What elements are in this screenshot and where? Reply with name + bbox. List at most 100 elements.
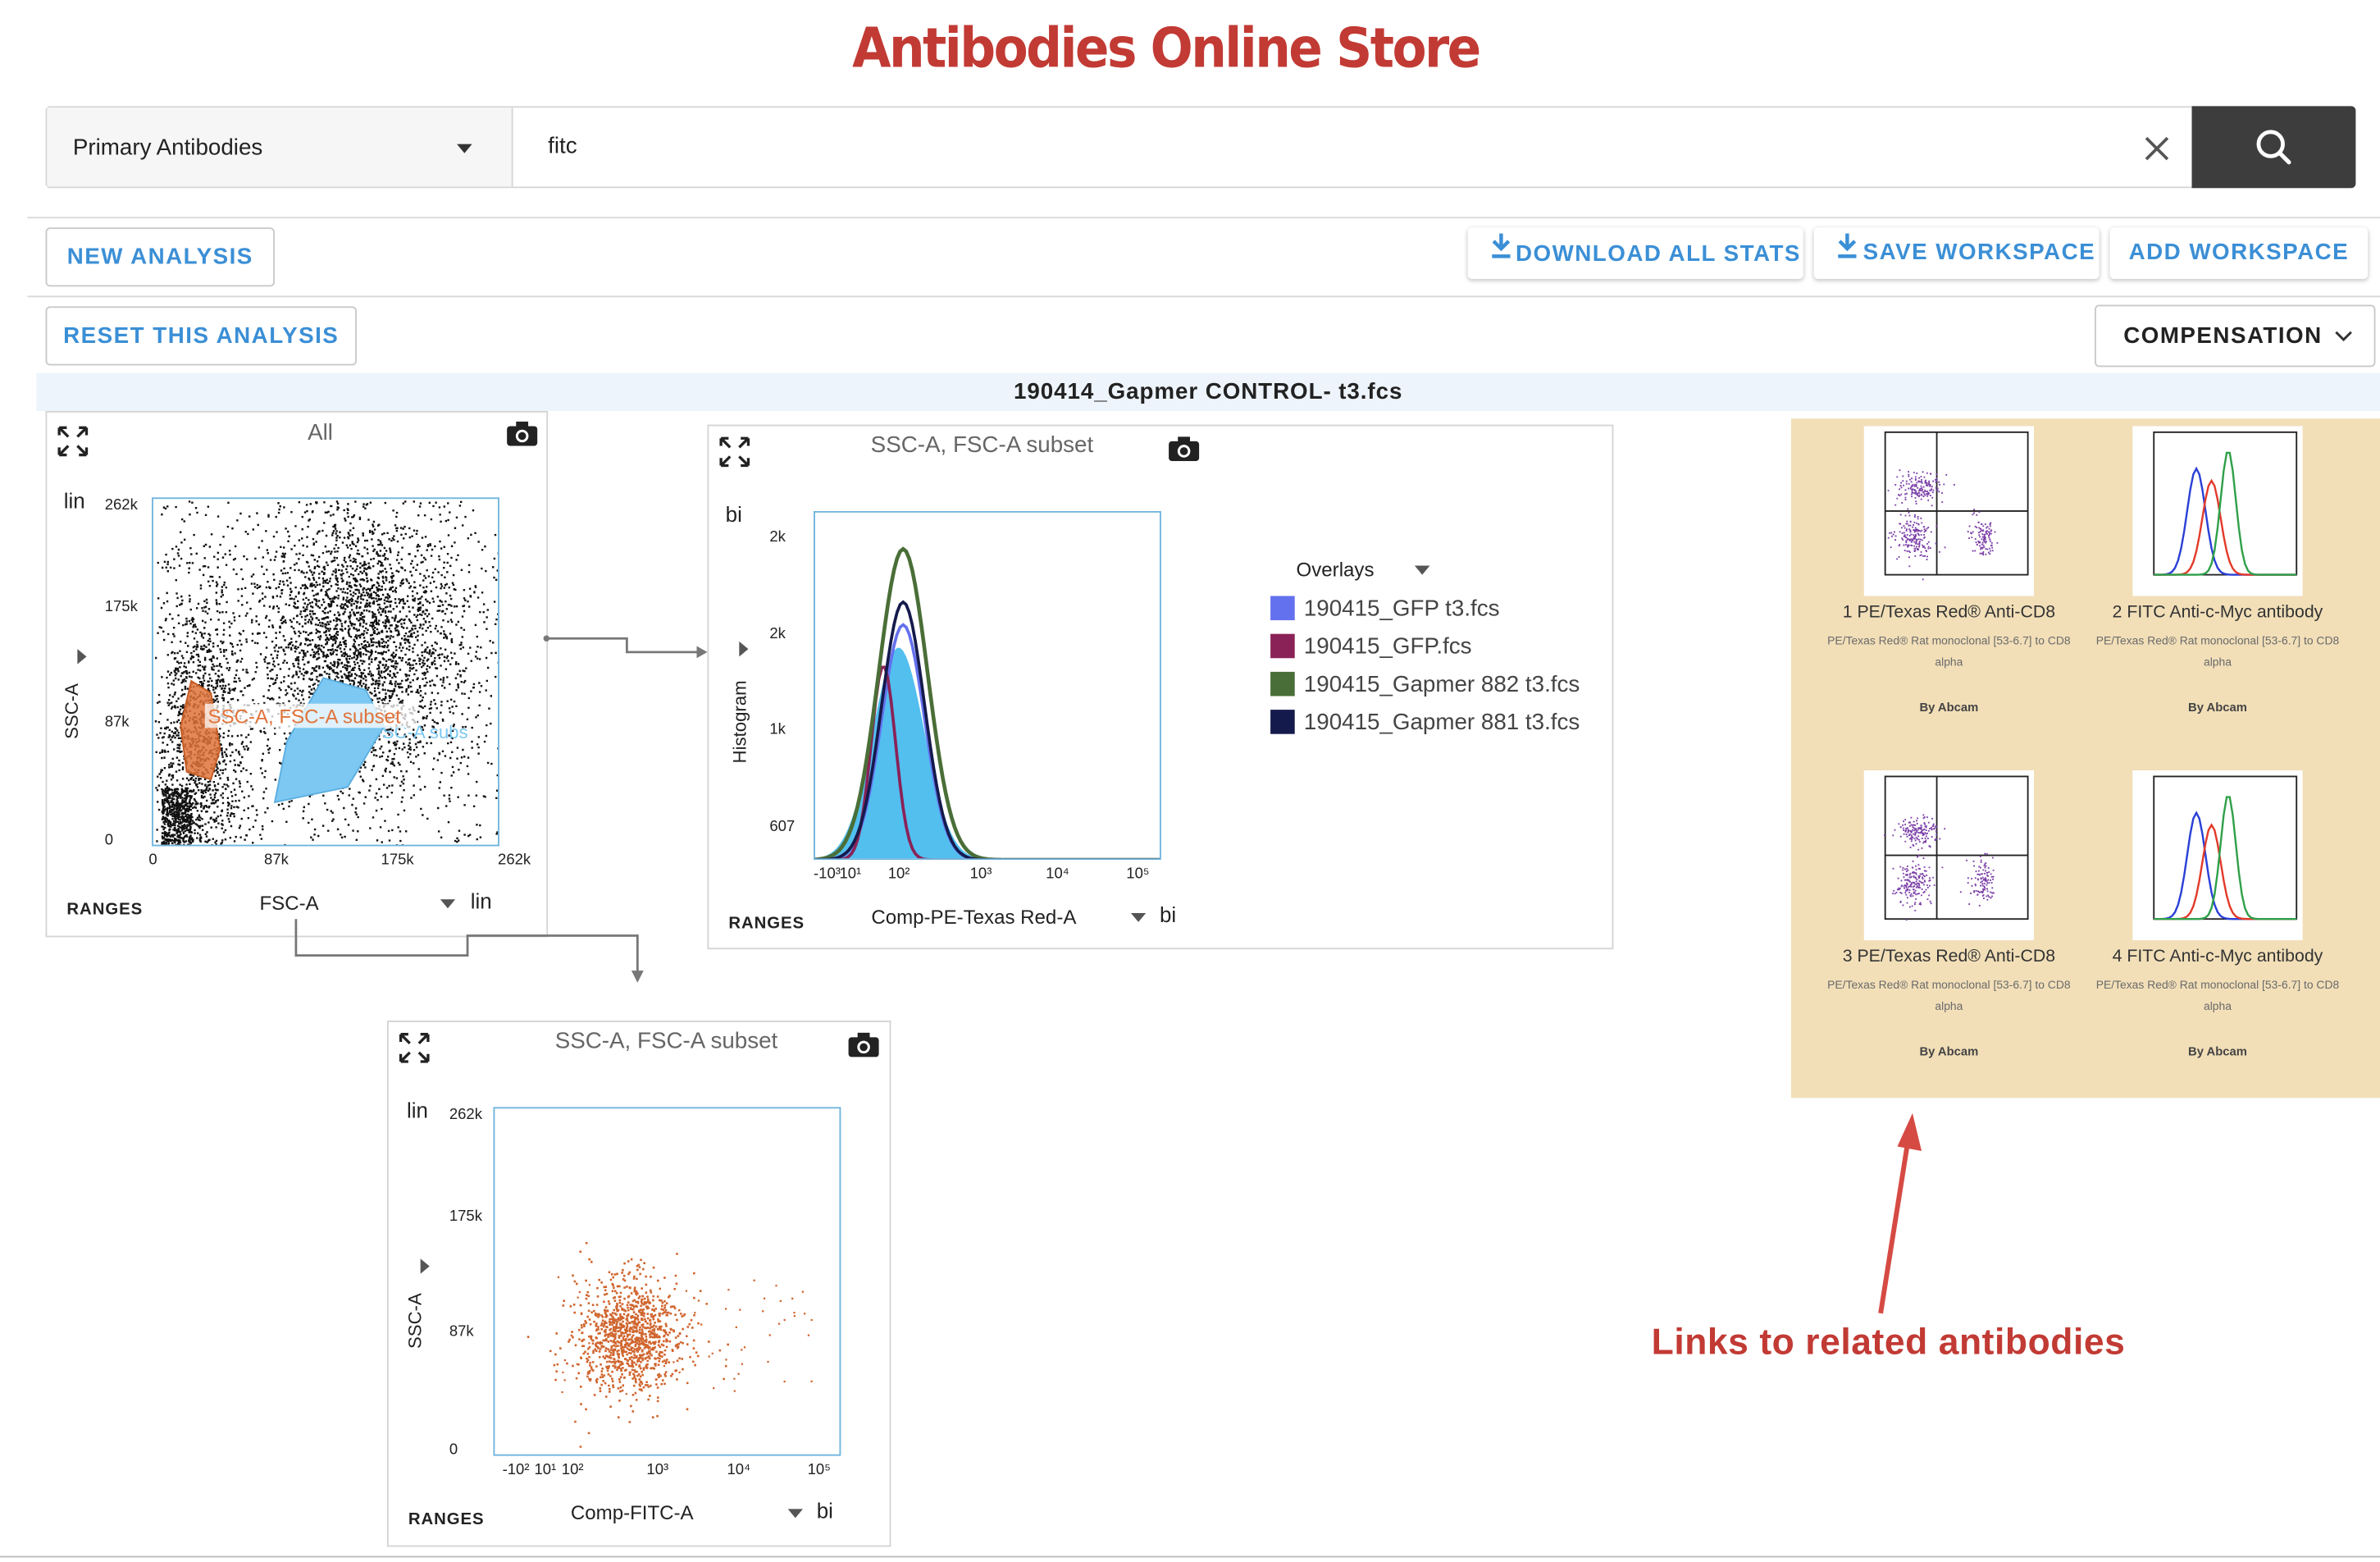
connector-arrow	[294, 919, 644, 983]
related-antibody-card[interactable]: 2 FITC Anti-c-Myc antibody PE/Texas Red® …	[2081, 426, 2354, 751]
plot-panel-all: All lin 262k 175k 87k 0 SSC-A SSC-A, FSC…	[45, 410, 549, 938]
save-workspace-button[interactable]: SAVE WORKSPACE	[1813, 227, 2100, 280]
related-antibody-vendor: By Abcam	[1919, 1044, 1979, 1059]
overlay-legend-item[interactable]: 190415_GFP t3.fcs	[1270, 596, 1620, 623]
y-scale-label[interactable]: lin	[407, 1098, 428, 1122]
y-axis-label: SSC-A	[61, 683, 83, 739]
camera-icon[interactable]	[847, 1031, 881, 1058]
related-antibody-name[interactable]: 4 FITC Anti-c-Myc antibody	[2112, 948, 2323, 966]
caret-down-icon[interactable]	[787, 1509, 804, 1519]
plot-panel-histogram: SSC-A, FSC-A subset bi 2k 2k 1k 607 Hist…	[707, 424, 1614, 950]
legend-swatch	[1270, 710, 1295, 734]
new-analysis-button[interactable]: NEW ANALYSIS	[45, 227, 275, 287]
caret-right-icon[interactable]	[76, 649, 89, 665]
caret-down-icon	[457, 144, 472, 153]
category-select-value: Primary Antibodies	[72, 135, 263, 161]
y-tick: 87k	[449, 1323, 474, 1341]
x-scale-label[interactable]: bi	[1159, 902, 1177, 927]
x-scale-label[interactable]: bi	[816, 1498, 833, 1523]
overlay-legend-item[interactable]: 190415_Gapmer 881 t3.fcs	[1270, 710, 1620, 737]
ranges-button[interactable]: RANGES	[408, 1510, 485, 1529]
related-antibody-vendor: By Abcam	[2188, 701, 2247, 715]
related-antibody-name[interactable]: 2 FITC Anti-c-Myc antibody	[2112, 603, 2323, 622]
plot-title: SSC-A, FSC-A subset	[870, 432, 1094, 459]
y-tick: 175k	[449, 1208, 482, 1226]
y-tick: 2k	[769, 529, 786, 546]
overlays-select[interactable]: Overlays	[1296, 556, 1430, 583]
download-all-stats-button[interactable]: DOWNLOAD ALL STATS	[1467, 227, 1803, 280]
gate-label-bg	[204, 703, 417, 728]
y-tick: 262k	[449, 1107, 482, 1124]
camera-icon[interactable]	[1167, 436, 1201, 463]
download-icon	[1838, 233, 1857, 258]
x-tick: 10³	[646, 1461, 669, 1479]
compensation-select[interactable]: COMPENSATION	[2095, 304, 2376, 368]
clear-icon[interactable]	[2143, 135, 2170, 162]
plot-panel-fitc: SSC-A, FSC-A subset lin 262k 175k 87k 0 …	[386, 1021, 891, 1547]
y-axis-label: SSC-A	[404, 1293, 426, 1349]
caret-down-icon[interactable]	[440, 899, 456, 910]
related-antibody-card[interactable]: 4 FITC Anti-c-Myc antibody PE/Texas Red® …	[2081, 770, 2354, 1096]
camera-icon[interactable]	[505, 420, 539, 447]
search-bar: Primary Antibodies fitc	[45, 106, 2356, 189]
related-antibody-name[interactable]: 1 PE/Texas Red® Anti-CD8	[1842, 603, 2056, 622]
overlay-legend-item[interactable]: 190415_Gapmer 882 t3.fcs	[1270, 671, 1620, 699]
x-axis-label[interactable]: Comp-FITC-A	[570, 1501, 694, 1524]
expand-icon[interactable]	[718, 436, 751, 469]
x-scale-label[interactable]: lin	[470, 888, 492, 913]
related-antibody-description: PE/Texas Red® Rat monoclonal [53-6.7] to…	[1827, 978, 2071, 1013]
y-scale-label[interactable]: bi	[725, 501, 742, 527]
category-select[interactable]: Primary Antibodies	[47, 107, 513, 187]
search-input[interactable]: fitc	[548, 133, 577, 160]
event-dots	[154, 500, 499, 845]
x-tick: 10⁴	[727, 1461, 751, 1479]
related-antibody-card[interactable]: 1 PE/Texas Red® Anti-CD8 PE/Texas Red® Ra…	[1812, 426, 2086, 751]
x-tick: -10³	[814, 865, 841, 883]
expand-icon[interactable]	[56, 425, 89, 459]
legend-swatch	[1270, 596, 1295, 621]
related-antibodies-caption: Links to related antibodies	[1651, 1322, 2126, 1363]
plot-title: All	[308, 420, 333, 446]
search-button[interactable]	[2191, 106, 2356, 189]
expand-icon[interactable]	[398, 1031, 431, 1065]
y-tick: 175k	[104, 599, 138, 616]
caret-right-icon[interactable]	[419, 1258, 431, 1274]
caret-right-icon[interactable]	[737, 641, 750, 657]
histogram-series	[814, 546, 1160, 859]
y-tick: 262k	[104, 497, 138, 514]
overlays-label: Overlays	[1296, 558, 1375, 581]
store-title: Antibodies Online Store	[852, 18, 1481, 80]
add-workspace-button[interactable]: ADD WORKSPACE	[2109, 227, 2369, 280]
legend-label: 190415_Gapmer 881 t3.fcs	[1303, 710, 1580, 736]
histogram-thumbnail	[2132, 770, 2303, 941]
related-antibody-description: PE/Texas Red® Rat monoclonal [53-6.7] to…	[2095, 978, 2340, 1013]
caret-down-icon[interactable]	[1130, 912, 1147, 924]
y-tick: 1k	[769, 721, 786, 739]
histogram-thumbnail	[2132, 426, 2303, 596]
ranges-button[interactable]: RANGES	[66, 901, 144, 920]
y-tick: 87k	[104, 714, 130, 731]
related-antibodies-panel: 1 PE/Texas Red® Anti-CD8 PE/Texas Red® Ra…	[1790, 418, 2380, 1098]
histogram-plot[interactable]	[814, 510, 1161, 861]
y-axis-label: Histogram	[729, 680, 750, 764]
x-axis-label[interactable]: FSC-A	[259, 891, 319, 915]
reset-analysis-button[interactable]: RESET THIS ANALYSIS	[45, 306, 357, 366]
overlay-legend-item[interactable]: 190415_GFP.fcs	[1270, 633, 1620, 661]
x-tick: 262k	[498, 852, 531, 870]
related-antibody-vendor: By Abcam	[2188, 1044, 2247, 1059]
plot-title: SSC-A, FSC-A subset	[554, 1028, 778, 1054]
compensation-label: COMPENSATION	[2123, 322, 2323, 349]
x-axis-label[interactable]: Comp-PE-Texas Red-A	[871, 905, 1077, 929]
search-icon	[2256, 130, 2291, 165]
y-scale-label[interactable]: lin	[63, 488, 85, 513]
dot-plot-fitc[interactable]	[493, 1107, 841, 1456]
event-dots	[527, 1241, 813, 1448]
related-antibody-name[interactable]: 3 PE/Texas Red® Anti-CD8	[1842, 948, 2056, 966]
x-tick: 10²	[561, 1461, 584, 1479]
x-tick: 0	[148, 852, 157, 870]
related-antibody-card[interactable]: 3 PE/Texas Red® Anti-CD8 PE/Texas Red® Ra…	[1812, 770, 2086, 1096]
ranges-button[interactable]: RANGES	[728, 914, 805, 933]
gate-shape	[180, 679, 221, 781]
y-tick: 0	[449, 1441, 458, 1459]
